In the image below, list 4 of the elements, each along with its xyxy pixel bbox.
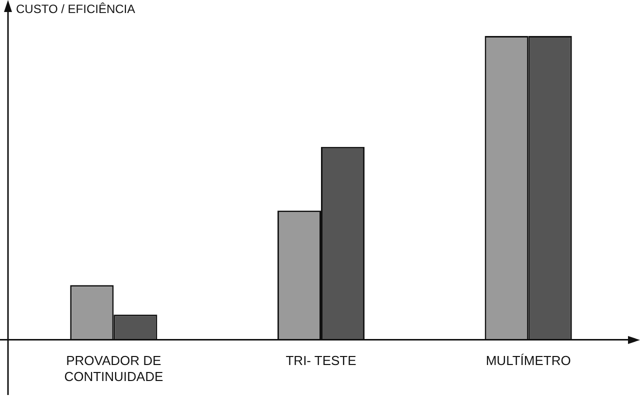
x-tick-label: TRI- TESTE (286, 353, 357, 368)
x-tick-label: PROVADOR DE CONTINUIDADE (64, 353, 164, 384)
y-axis-title: CUSTO / EFICIÊNCIA (16, 2, 136, 16)
x-tick-label: MULTÍMETRO (486, 353, 571, 368)
